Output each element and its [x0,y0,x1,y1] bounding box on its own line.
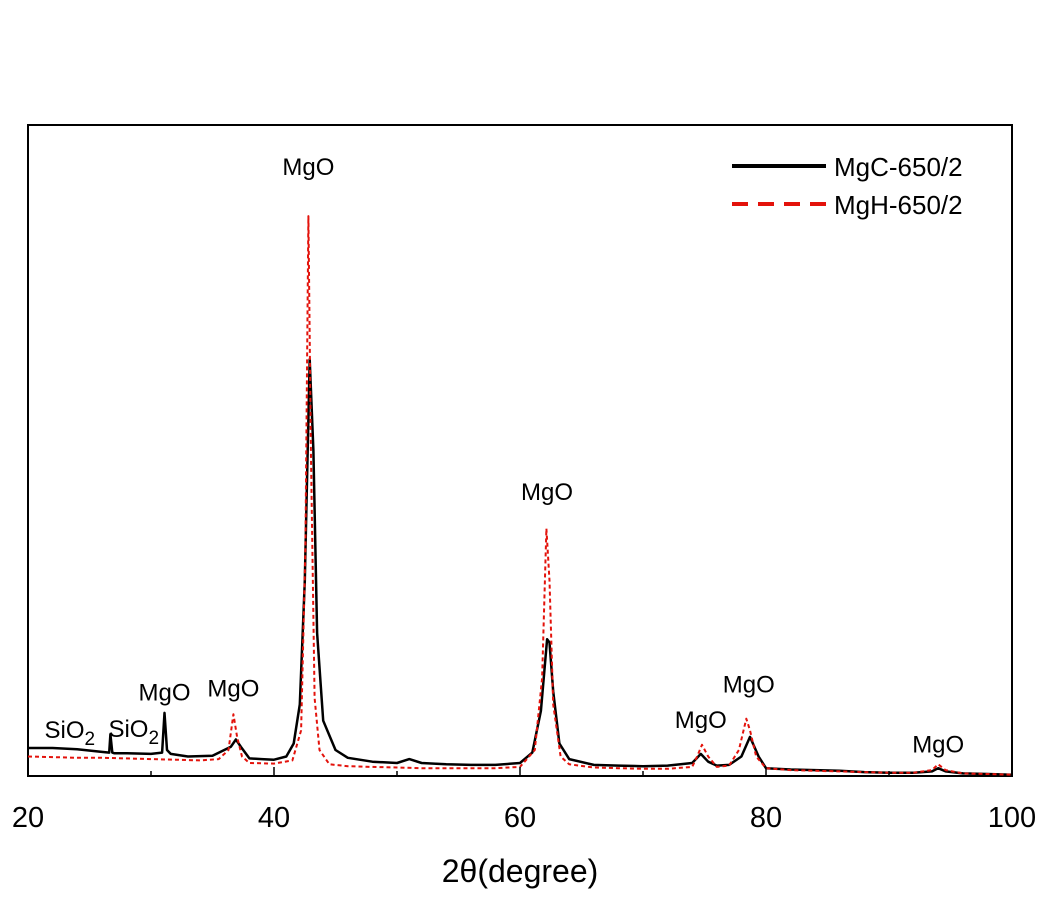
x-tick-label: 60 [504,802,536,834]
peak-label: MgO [723,672,775,699]
peak-label: MgO [912,732,964,759]
legend: MgC-650/2 MgH-650/2 [732,152,963,220]
legend-label-mgc: MgC-650/2 [834,152,963,182]
x-axis-ticks: 20 40 60 80 100 [12,767,1036,834]
x-tick-label: 100 [988,802,1036,834]
legend-label-mgh: MgH-650/2 [834,190,963,220]
peak-label: MgO [282,154,334,181]
peak-label: MgO [675,707,727,734]
peak-label: MgO [521,479,573,506]
x-axis-label: 2θ(degree) [442,853,599,889]
peak-label: SiO2 [108,716,159,749]
peak-label: SiO2 [45,717,96,750]
peak-annotations: SiO2 SiO2 MgO MgO MgO MgO MgO MgO MgO [45,154,965,758]
x-tick-label: 20 [12,802,44,834]
series-line-1 [27,215,1013,776]
series-line-0 [28,358,1013,776]
x-tick-label: 80 [750,802,782,834]
x-tick-label: 40 [258,802,290,834]
peak-label: MgO [139,679,191,706]
peak-label: MgO [207,676,259,703]
plot-frame [27,124,1013,777]
